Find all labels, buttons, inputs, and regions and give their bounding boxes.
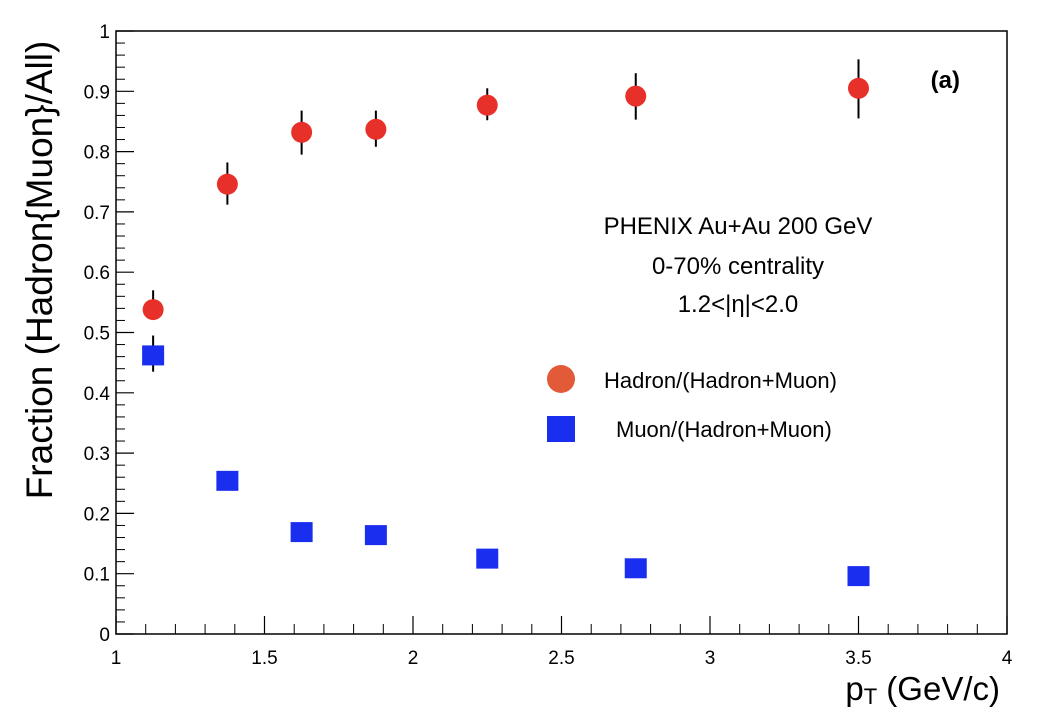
x-axis-label: pT (GeV/c) [845, 670, 1000, 709]
muon-data-point [290, 522, 313, 543]
panel-label: (a) [931, 67, 960, 94]
legend: Hadron/(Hadron+Muon) Muon/(Hadron+Muon) [547, 365, 837, 442]
minor-ticks [116, 42, 978, 634]
y-tick-label: 0.3 [84, 444, 110, 465]
y-tick-label: 0 [99, 625, 110, 646]
y-tick-label: 1 [99, 22, 110, 43]
plot-frame [115, 30, 1008, 635]
y-tick-label: 0.1 [84, 565, 110, 586]
x-axis-label-rest: (GeV/c) [877, 670, 1000, 707]
y-tick-label: 0.9 [84, 82, 110, 103]
x-tick-label: 2 [408, 648, 419, 669]
muon-data-point [476, 548, 499, 569]
annotation-line-3: 1.2<|η|<2.0 [678, 291, 799, 318]
annotation-line-2: 0-70% centrality [652, 253, 824, 280]
muon-data-point [624, 558, 647, 579]
x-axis-label-main: p [845, 670, 863, 707]
legend-marker-hadron [547, 365, 575, 393]
y-tick-label: 0.8 [84, 143, 110, 164]
muon-data-point [216, 470, 239, 491]
x-tick-label: 3 [705, 648, 716, 669]
muon-data-point [847, 566, 870, 587]
hadron-data-point [476, 94, 498, 116]
legend-label-muon: Muon/(Hadron+Muon) [616, 417, 832, 442]
y-tick-label: 0.2 [84, 504, 110, 525]
hadron-data-point [365, 118, 387, 140]
x-tick-label: 4 [1002, 648, 1013, 669]
major-ticks [115, 30, 1008, 635]
hadron-data-point [291, 121, 313, 143]
x-tick-label: 1 [111, 648, 122, 669]
y-tick-label: 0.6 [84, 263, 110, 284]
y-tick-label: 0.5 [84, 324, 110, 345]
muon-data-point [142, 345, 165, 366]
legend-marker-muon [547, 416, 575, 442]
y-tick-label: 0.7 [84, 203, 110, 224]
tick-labels: 0 0.1 0.2 0.3 0.4 0.5 0.6 0.7 0.8 0.9 1 1 1.5 2 2.5 3 3.… [84, 22, 1013, 669]
hadron-data-point [848, 77, 869, 99]
annotation-line-1: PHENIX Au+Au 200 GeV [604, 213, 873, 240]
hadron-data-point [142, 299, 164, 321]
y-tick-label: 0.4 [84, 384, 111, 405]
x-axis-label-sub: T [864, 684, 877, 709]
hadron-data-point [625, 85, 647, 107]
hadron-data-point [216, 173, 238, 195]
y-axis-label: Fraction (Hadron{Muon}/All) [19, 41, 60, 500]
x-tick-label: 2.5 [548, 648, 574, 669]
series-layer [142, 59, 870, 587]
x-tick-label: 3.5 [845, 648, 871, 669]
legend-label-hadron: Hadron/(Hadron+Muon) [604, 368, 837, 393]
x-tick-label: 1.5 [251, 648, 277, 669]
muon-data-point [364, 525, 387, 546]
